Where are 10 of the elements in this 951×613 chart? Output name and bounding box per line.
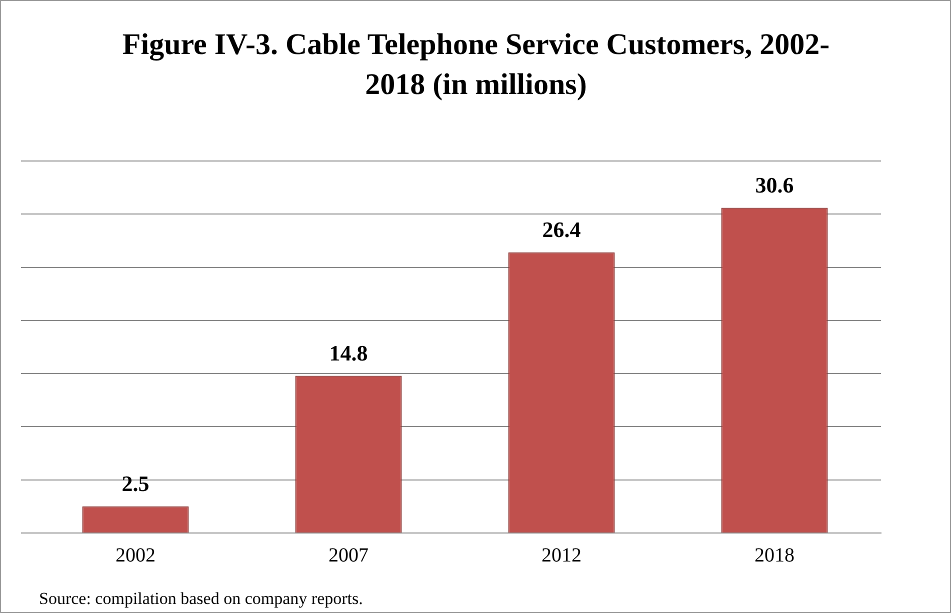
x-tick-label: 2018 [754, 544, 794, 566]
data-label: 14.8 [329, 340, 368, 366]
x-tick-label: 2007 [328, 544, 368, 566]
source-note: Source: compilation based on company reports. [39, 589, 363, 609]
x-tick-label: 2002 [116, 544, 156, 566]
data-label: 26.4 [542, 217, 581, 242]
chart-title: Figure IV-3. Cable Telephone Service Customers, 2002-2018 (in millions) [121, 27, 831, 103]
x-tick-label: 2012 [542, 544, 582, 566]
data-label: 30.6 [755, 172, 794, 198]
data-label: 2.5 [122, 471, 150, 496]
